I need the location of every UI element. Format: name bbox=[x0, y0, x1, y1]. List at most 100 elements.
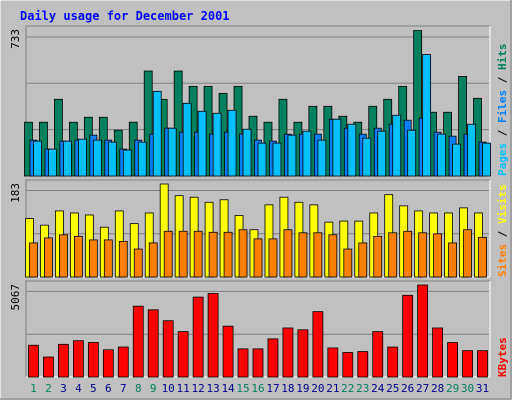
chart-panels: 733 Pages / Files / Hits 183 Sites / Visits… bbox=[9, 25, 509, 378]
bar-pages bbox=[287, 134, 297, 177]
x-tick-label: 17 bbox=[266, 382, 279, 395]
bar-sites bbox=[29, 242, 38, 278]
bar-kbytes bbox=[252, 348, 264, 378]
bar-pages bbox=[392, 114, 402, 177]
legend-visits_sites: Sites / Visits bbox=[496, 184, 509, 277]
bar-pages bbox=[482, 142, 491, 177]
bar-hits bbox=[54, 98, 63, 177]
x-tick-label: 10 bbox=[162, 382, 175, 395]
bar-pages bbox=[317, 139, 327, 177]
x-tick-label: 16 bbox=[251, 382, 264, 395]
bar-pages bbox=[422, 54, 432, 177]
bar-pages bbox=[77, 138, 87, 177]
legend-entry-sites: Sites bbox=[496, 244, 509, 277]
bar-kbytes bbox=[267, 338, 279, 378]
x-tick-label: 4 bbox=[75, 382, 82, 395]
bar-sites bbox=[208, 231, 218, 278]
legend-entry-kbytes: KBytes bbox=[496, 337, 509, 377]
bar-pages bbox=[212, 112, 222, 177]
x-tick-label: 27 bbox=[416, 382, 429, 395]
x-tick-label: 15 bbox=[236, 382, 249, 395]
x-tick-label: 11 bbox=[177, 382, 190, 395]
x-tick-label: 26 bbox=[401, 382, 414, 395]
bar-kbytes bbox=[222, 325, 234, 378]
x-tick-label: 22 bbox=[341, 382, 354, 395]
bar-sites bbox=[44, 237, 53, 278]
legend-separator: / bbox=[496, 70, 509, 90]
panel-hits_files_pages: 733 Pages / Files / Hits bbox=[9, 25, 509, 177]
bar-kbytes bbox=[312, 311, 324, 378]
bar-sites bbox=[313, 232, 323, 278]
bar-sites bbox=[103, 239, 113, 278]
bar-pages bbox=[107, 141, 117, 177]
bar-kbytes bbox=[402, 294, 414, 378]
bar-pages bbox=[137, 141, 147, 177]
bar-pages bbox=[33, 140, 42, 177]
bar-sites bbox=[478, 236, 487, 278]
x-tick-label: 9 bbox=[150, 382, 157, 395]
x-axis-labels: 1 2 3 4 5 6 7 8 9 10 11 12 13 14 15 16 17 18 19 20 21 22 23 24 2… bbox=[30, 382, 489, 395]
bar-kbytes bbox=[132, 305, 144, 378]
x-tick-label: 28 bbox=[431, 382, 444, 395]
bar-pages bbox=[452, 143, 461, 177]
bar-pages bbox=[347, 123, 357, 177]
bar-sites bbox=[253, 238, 263, 278]
x-tick-label: 20 bbox=[311, 382, 324, 395]
bar-kbytes bbox=[387, 346, 399, 378]
bar-kbytes bbox=[342, 352, 354, 378]
legend-kbytes: KBytes bbox=[496, 337, 509, 377]
chart-title: Daily usage for December 2001 bbox=[20, 9, 230, 23]
bar-sites bbox=[448, 242, 457, 278]
bar-pages bbox=[362, 137, 372, 177]
bar-sites bbox=[433, 233, 443, 278]
x-tick-label: 29 bbox=[446, 382, 459, 395]
bar-pages bbox=[48, 148, 57, 177]
bar-sites bbox=[178, 230, 188, 278]
bar-kbytes bbox=[417, 284, 429, 378]
bar-kbytes bbox=[282, 327, 294, 378]
bar-pages bbox=[377, 130, 387, 177]
bar-kbytes bbox=[147, 309, 159, 378]
bar-hits bbox=[143, 70, 153, 177]
bar-kbytes bbox=[447, 342, 458, 378]
x-tick-label: 13 bbox=[206, 382, 219, 395]
bar-kbytes bbox=[87, 342, 99, 378]
bar-kbytes bbox=[372, 331, 384, 378]
bar-pages bbox=[467, 123, 476, 177]
x-tick-label: 19 bbox=[296, 382, 309, 395]
x-tick-label: 25 bbox=[386, 382, 399, 395]
bar-sites bbox=[343, 248, 353, 278]
bar-sites bbox=[88, 239, 98, 278]
bar-kbytes bbox=[72, 340, 84, 378]
bar-sites bbox=[388, 232, 398, 278]
legend-entry-pages: Pages bbox=[496, 143, 509, 176]
bar-pages bbox=[182, 102, 192, 177]
x-tick-label: 8 bbox=[135, 382, 142, 395]
x-tick-label: 3 bbox=[60, 382, 67, 395]
bar-sites bbox=[118, 241, 128, 278]
bar-pages bbox=[437, 133, 447, 177]
bar-sites bbox=[133, 248, 143, 278]
bar-kbytes bbox=[327, 347, 339, 378]
bar-pages bbox=[257, 142, 267, 177]
x-tick-label: 23 bbox=[356, 382, 369, 395]
bar-sites bbox=[73, 235, 83, 278]
y-max-label: 733 bbox=[9, 29, 22, 49]
bar-pages bbox=[272, 142, 282, 177]
bar-kbytes bbox=[357, 351, 369, 378]
x-tick-label: 7 bbox=[120, 382, 127, 395]
x-tick-label: 14 bbox=[221, 382, 235, 395]
bar-kbytes bbox=[462, 350, 473, 378]
bar-sites bbox=[163, 230, 173, 278]
bar-sites bbox=[223, 231, 233, 278]
x-tick-label: 1 bbox=[30, 382, 37, 395]
x-tick-label: 2 bbox=[45, 382, 52, 395]
bar-kbytes bbox=[117, 346, 129, 378]
legend-entry-visits: Visits bbox=[496, 184, 509, 224]
bar-sites bbox=[148, 242, 158, 278]
x-tick-label: 18 bbox=[281, 382, 294, 395]
bar-pages bbox=[122, 149, 132, 177]
bar-pages bbox=[227, 109, 237, 177]
bar-hits bbox=[413, 30, 423, 177]
